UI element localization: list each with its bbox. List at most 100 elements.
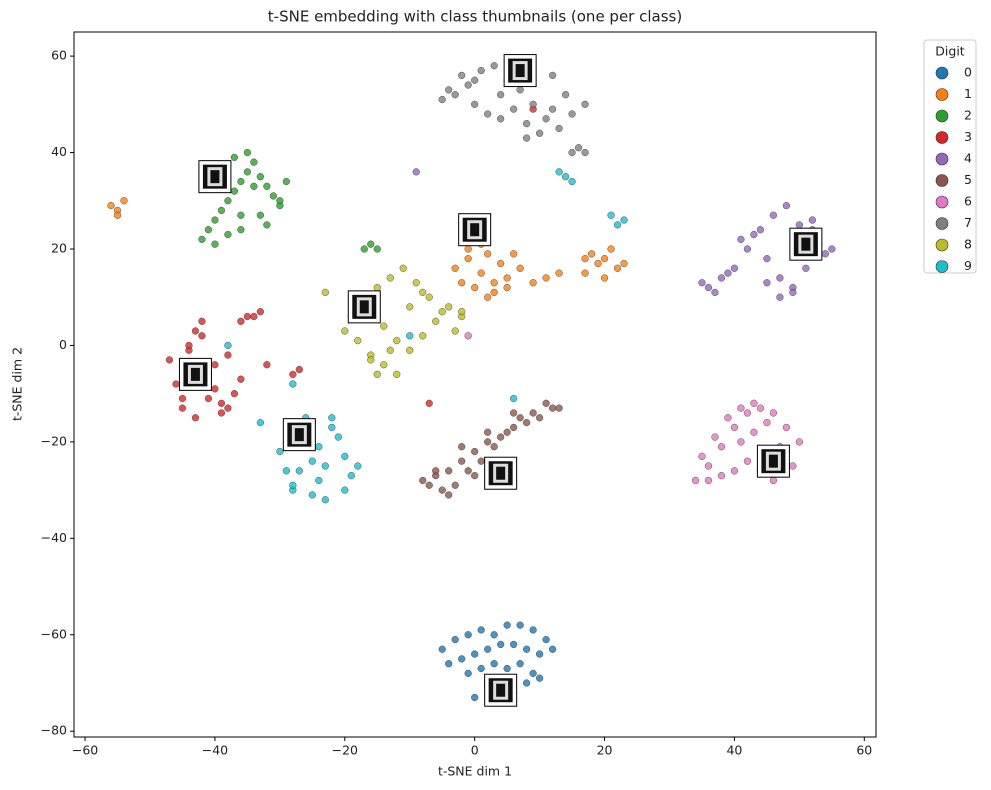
point (425, 293, 433, 301)
x-tick-label: −40 (202, 743, 228, 758)
point (211, 385, 219, 393)
legend-label: 1 (964, 86, 972, 101)
point (438, 645, 446, 653)
thumbnail (347, 290, 381, 324)
point (191, 414, 200, 422)
point (542, 115, 550, 123)
point (497, 91, 505, 99)
point (568, 177, 576, 186)
point (373, 283, 381, 292)
point (289, 370, 297, 378)
point (587, 250, 596, 258)
point (425, 481, 433, 489)
legend-title: Digit (935, 44, 965, 59)
point (354, 337, 362, 345)
point (360, 245, 368, 253)
x-tick-label: 60 (856, 743, 872, 758)
point (198, 332, 206, 340)
point (769, 211, 777, 219)
thumbnail (484, 673, 518, 707)
point (282, 467, 290, 475)
point (412, 279, 420, 287)
point (432, 317, 440, 325)
point (704, 476, 713, 485)
point (523, 645, 531, 653)
point (789, 288, 797, 296)
point (581, 100, 589, 108)
y-axis-label: t-SNE dim 2 (10, 347, 25, 421)
point (224, 230, 232, 239)
point (373, 245, 381, 253)
point (568, 148, 576, 157)
plot-frame (73, 31, 877, 738)
point (471, 447, 479, 456)
point (263, 182, 271, 190)
point (523, 679, 531, 687)
thumbnail (503, 54, 537, 88)
point (393, 337, 401, 345)
point (737, 438, 745, 446)
point (555, 269, 563, 277)
point (743, 457, 752, 465)
point (451, 635, 459, 644)
point (471, 693, 479, 702)
point (484, 293, 492, 301)
point (510, 423, 518, 432)
point (581, 255, 589, 263)
y-tick-label: 40 (51, 144, 67, 159)
point (250, 312, 258, 321)
point (328, 423, 336, 432)
thumbnail-stroke (493, 680, 509, 700)
point (289, 380, 297, 388)
point (269, 192, 277, 200)
point (458, 308, 466, 316)
point (224, 351, 232, 359)
point (276, 447, 284, 456)
point (484, 110, 492, 118)
point (497, 259, 505, 268)
point (763, 255, 771, 263)
point (484, 645, 492, 653)
point (510, 250, 518, 258)
point (458, 655, 466, 663)
point (477, 457, 485, 465)
point (198, 235, 206, 243)
point (510, 394, 518, 403)
point (380, 361, 388, 369)
point (438, 95, 446, 104)
point (549, 645, 557, 653)
point (789, 462, 797, 470)
thumbnail (282, 418, 316, 452)
legend-label: 5 (964, 172, 972, 187)
point (711, 288, 719, 296)
point (561, 173, 570, 181)
y-tick-label: 0 (59, 337, 67, 352)
thumbnail (484, 456, 518, 490)
point (451, 91, 459, 99)
point (516, 621, 524, 629)
point (464, 245, 472, 253)
point (613, 264, 622, 272)
point (178, 404, 187, 412)
point (471, 650, 479, 658)
point (523, 134, 531, 142)
point (542, 635, 550, 644)
point (536, 674, 544, 682)
point (724, 269, 732, 277)
point (750, 428, 758, 436)
point (555, 124, 563, 133)
point (698, 279, 706, 287)
point (237, 177, 245, 186)
point (516, 414, 524, 422)
point (165, 356, 174, 364)
point (529, 669, 537, 677)
thumbnail-stroke (512, 61, 528, 81)
point (230, 153, 239, 161)
point (107, 201, 115, 210)
point (497, 640, 505, 649)
point (497, 115, 505, 123)
point (458, 457, 466, 465)
point (490, 288, 498, 296)
point (419, 332, 427, 340)
